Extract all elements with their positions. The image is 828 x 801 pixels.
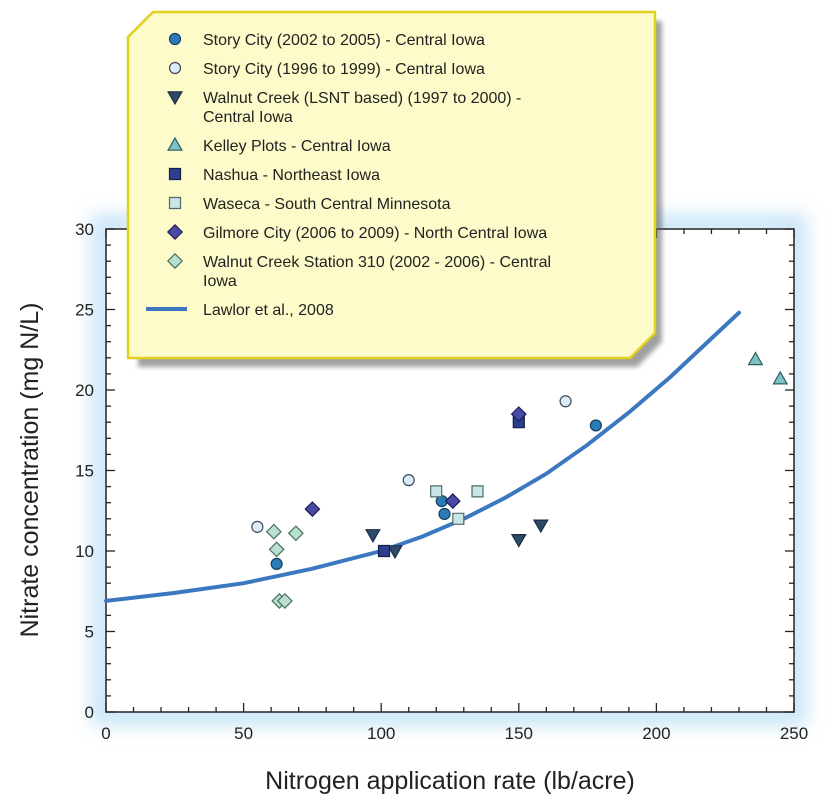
x-tick-label: 100	[367, 724, 395, 743]
legend: Story City (2002 to 2005) - Central Iowa…	[128, 12, 662, 367]
legend-marker-series-5	[170, 169, 181, 180]
y-tick-label: 0	[85, 703, 94, 722]
data-point-series-1	[439, 508, 450, 519]
legend-label-series-4: Kelley Plots - Central Iowa	[203, 138, 391, 155]
x-tick-label: 200	[642, 724, 670, 743]
data-point-series-1	[271, 558, 282, 569]
y-tick-label: 5	[85, 623, 94, 642]
legend-label-series-2: Story City (1996 to 1999) - Central Iowa	[203, 61, 485, 78]
legend-marker-series-1	[170, 34, 181, 45]
y-tick-label: 30	[75, 220, 94, 239]
legend-label-series-8: Walnut Creek Station 310 (2002 - 2006) -…	[203, 254, 551, 271]
legend-label-series-5: Nashua - Northeast Iowa	[203, 167, 380, 184]
legend-marker-series-2	[170, 63, 181, 74]
legend-label-series-3: Walnut Creek (LSNT based) (1997 to 2000)…	[203, 90, 521, 107]
x-tick-label: 250	[780, 724, 808, 743]
legend-label-lawlor-2008: Lawlor et al., 2008	[203, 302, 334, 319]
data-point-series-2	[403, 475, 414, 486]
x-axis-label: Nitrogen application rate (lb/acre)	[265, 767, 635, 795]
x-tick-label: 0	[101, 724, 110, 743]
data-point-series-6	[453, 513, 464, 524]
legend-label-series-3: Central Iowa	[203, 109, 293, 126]
data-point-series-1	[590, 420, 601, 431]
data-point-series-2	[252, 521, 263, 532]
legend-label-series-6: Waseca - South Central Minnesota	[203, 196, 451, 213]
data-point-series-6	[472, 486, 483, 497]
data-point-series-2	[560, 396, 571, 407]
legend-label-series-8: Iowa	[203, 273, 237, 290]
x-tick-label: 50	[234, 724, 253, 743]
legend-label-series-7: Gilmore City (2006 to 2009) - North Cent…	[203, 225, 547, 242]
y-tick-label: 25	[75, 301, 94, 320]
y-tick-label: 20	[75, 381, 94, 400]
y-tick-label: 15	[75, 462, 94, 481]
x-tick-label: 150	[505, 724, 533, 743]
data-point-series-6	[431, 486, 442, 497]
y-tick-label: 10	[75, 542, 94, 561]
y-axis-label: Nitrate concentration (mg N/L)	[16, 303, 44, 638]
legend-marker-series-6	[170, 198, 181, 209]
legend-label-series-1: Story City (2002 to 2005) - Central Iowa	[203, 32, 485, 49]
data-point-series-5	[379, 546, 390, 557]
